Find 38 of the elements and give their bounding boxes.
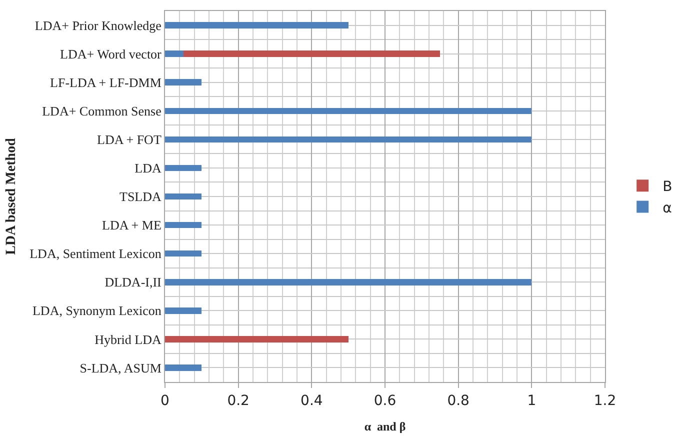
y-tick-label: DLDA-I,II — [104, 274, 162, 290]
bar — [165, 164, 202, 172]
x-tick-label: 0 — [160, 392, 170, 409]
y-tick-label: LDA, Sentiment Lexicon — [30, 246, 162, 262]
legend-label: α — [662, 200, 672, 216]
bar — [165, 79, 202, 86]
x-tick-label: 1 — [527, 392, 536, 409]
bar — [165, 108, 532, 114]
bar — [165, 22, 348, 28]
bar — [165, 222, 202, 228]
x-tick-label: 0.4 — [300, 392, 323, 409]
bar — [183, 50, 440, 57]
y-tick-label: LDA + FOT — [97, 132, 162, 147]
y-tick-label: S-LDA, ASUM — [80, 360, 162, 376]
y-axis-title: LDA based Method — [4, 138, 20, 255]
y-tick-label: Hybrid LDA — [94, 332, 162, 347]
legend-label: B — [662, 179, 672, 196]
y-tick-label: LDA + ME — [102, 218, 162, 233]
x-tick-label: 0.6 — [374, 392, 396, 409]
y-tick-label: LDA+ Common Sense — [42, 103, 162, 118]
bar — [165, 193, 202, 200]
y-tick-label: LDA, Synonym Lexicon — [32, 303, 162, 318]
y-tick-label: TSLDA — [120, 189, 162, 204]
x-axis-title: α and β — [364, 420, 406, 434]
bar — [165, 308, 202, 314]
y-tick-label: LDA+ Prior Knowledge — [34, 18, 162, 33]
bar — [165, 278, 532, 286]
y-tick-label: LDA+ Word vector — [60, 46, 162, 62]
y-tick-label: LF-LDA + LF-DMM — [50, 74, 162, 90]
bar — [165, 136, 532, 143]
bar — [165, 364, 202, 371]
x-tick-label: 0.8 — [447, 392, 470, 409]
bar — [165, 50, 184, 57]
x-tick-label: 1.2 — [594, 392, 616, 409]
bar — [165, 250, 202, 257]
y-tick-label: LDA — [134, 160, 162, 176]
x-tick-label: 0.2 — [227, 392, 250, 409]
bar — [165, 336, 348, 342]
